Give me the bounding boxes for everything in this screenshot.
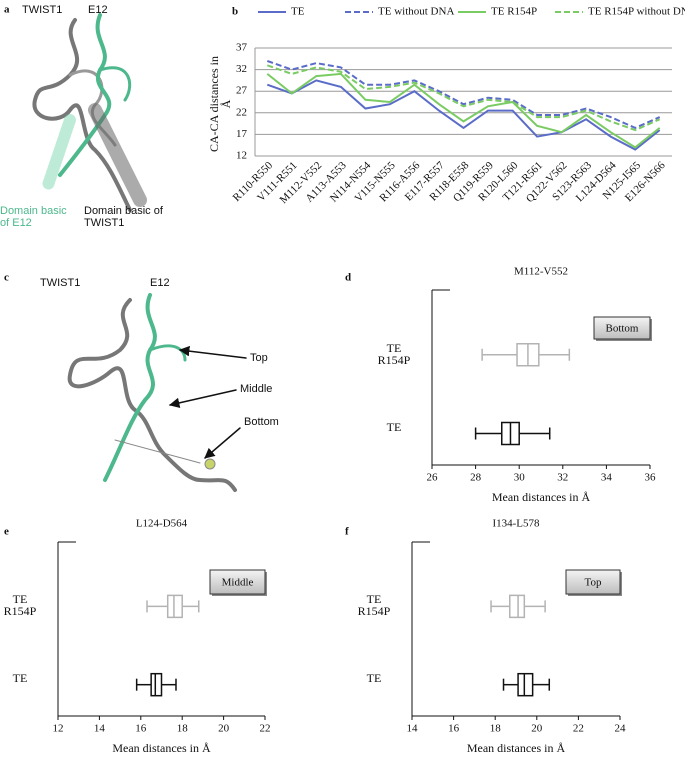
- series-line: [266, 79, 661, 151]
- box: [150, 672, 163, 697]
- panel-letter: a: [4, 4, 10, 16]
- x-tick-label: 36: [645, 472, 657, 484]
- chart-title: I134-L578: [492, 518, 540, 530]
- legend-label: TE without DNA: [378, 6, 454, 18]
- structure-label: Domain basic of TWIST1: [84, 205, 163, 229]
- structure-label: Domain basic of E12: [0, 205, 67, 229]
- chart-title: L124-D564: [136, 518, 188, 530]
- y-tick-label: 37: [236, 42, 248, 54]
- x-tick-label: 18: [177, 723, 189, 735]
- x-tick-label: 12: [53, 723, 64, 735]
- y-tick-label: 22: [236, 106, 247, 118]
- structure-label: TWIST1: [22, 4, 62, 16]
- category-label: TE: [366, 670, 382, 685]
- category-label: TE: [12, 670, 28, 685]
- legend-label: TE R154P without DNA: [588, 6, 685, 18]
- y-axis-label: CA-CA distances in Å: [207, 56, 233, 152]
- tag-label: Top: [585, 577, 602, 589]
- legend-label: TE R154P: [491, 6, 537, 18]
- panel-letter: f: [345, 526, 349, 538]
- structure-label: E12: [150, 277, 170, 289]
- x-tick-label: 22: [573, 723, 584, 735]
- x-tick-label: 30: [514, 472, 526, 484]
- y-tick-label: 17: [236, 128, 248, 140]
- structure-label: Middle: [240, 383, 272, 395]
- legend-label: TE: [291, 6, 305, 18]
- tag-box: [565, 569, 621, 595]
- x-axis-label: Mean distances in Å: [491, 490, 591, 504]
- series-line: [266, 60, 661, 129]
- x-tick-label: 20: [218, 723, 230, 735]
- tag-label: Bottom: [605, 323, 638, 335]
- x-tick-label: 16: [135, 723, 147, 735]
- x-tick-label: 28: [470, 472, 482, 484]
- x-tick-label: 24: [615, 723, 627, 735]
- structure-c: [67, 293, 247, 492]
- tag-box: [593, 316, 651, 340]
- panel-letter: d: [345, 272, 351, 284]
- tag-box: [209, 569, 266, 595]
- box: [517, 672, 534, 697]
- y-tick-label: 32: [236, 63, 247, 75]
- y-tick-label: 27: [236, 85, 248, 97]
- structure-label: Top: [250, 352, 268, 364]
- x-tick-label: 16: [448, 723, 460, 735]
- y-tick-label: 12: [236, 150, 247, 162]
- category-label: TE: [386, 419, 402, 434]
- series-line: [266, 64, 661, 132]
- category-label: TE R154P: [357, 592, 391, 619]
- structure-label: Bottom: [244, 416, 279, 428]
- box: [166, 594, 183, 619]
- x-tick-label: 18: [490, 723, 502, 735]
- category-label: TE R154P: [377, 340, 411, 367]
- box: [509, 594, 526, 619]
- x-tick-label: 14: [407, 723, 419, 735]
- series-line: [266, 72, 661, 149]
- x-tick-label: 32: [557, 472, 568, 484]
- x-tick-label: 26: [427, 472, 439, 484]
- x-axis-label: Mean distances in Å: [466, 741, 566, 755]
- x-tick-label: 20: [531, 723, 543, 735]
- x-tick-label: 34: [601, 472, 613, 484]
- structure-a: [32, 13, 147, 212]
- panel-letter: b: [232, 6, 238, 18]
- x-tick-label: 22: [260, 723, 271, 735]
- x-tick-label: 14: [94, 723, 106, 735]
- chart-title: M112-V552: [514, 266, 568, 278]
- x-axis-label: Mean distances in Å: [112, 741, 211, 755]
- structure-label: E12: [88, 4, 108, 16]
- panel-letter: c: [4, 272, 9, 284]
- structure-label: TWIST1: [40, 277, 80, 289]
- tag-label: Middle: [222, 577, 254, 589]
- panel-letter: e: [4, 526, 9, 538]
- category-label: TE R154P: [3, 592, 37, 619]
